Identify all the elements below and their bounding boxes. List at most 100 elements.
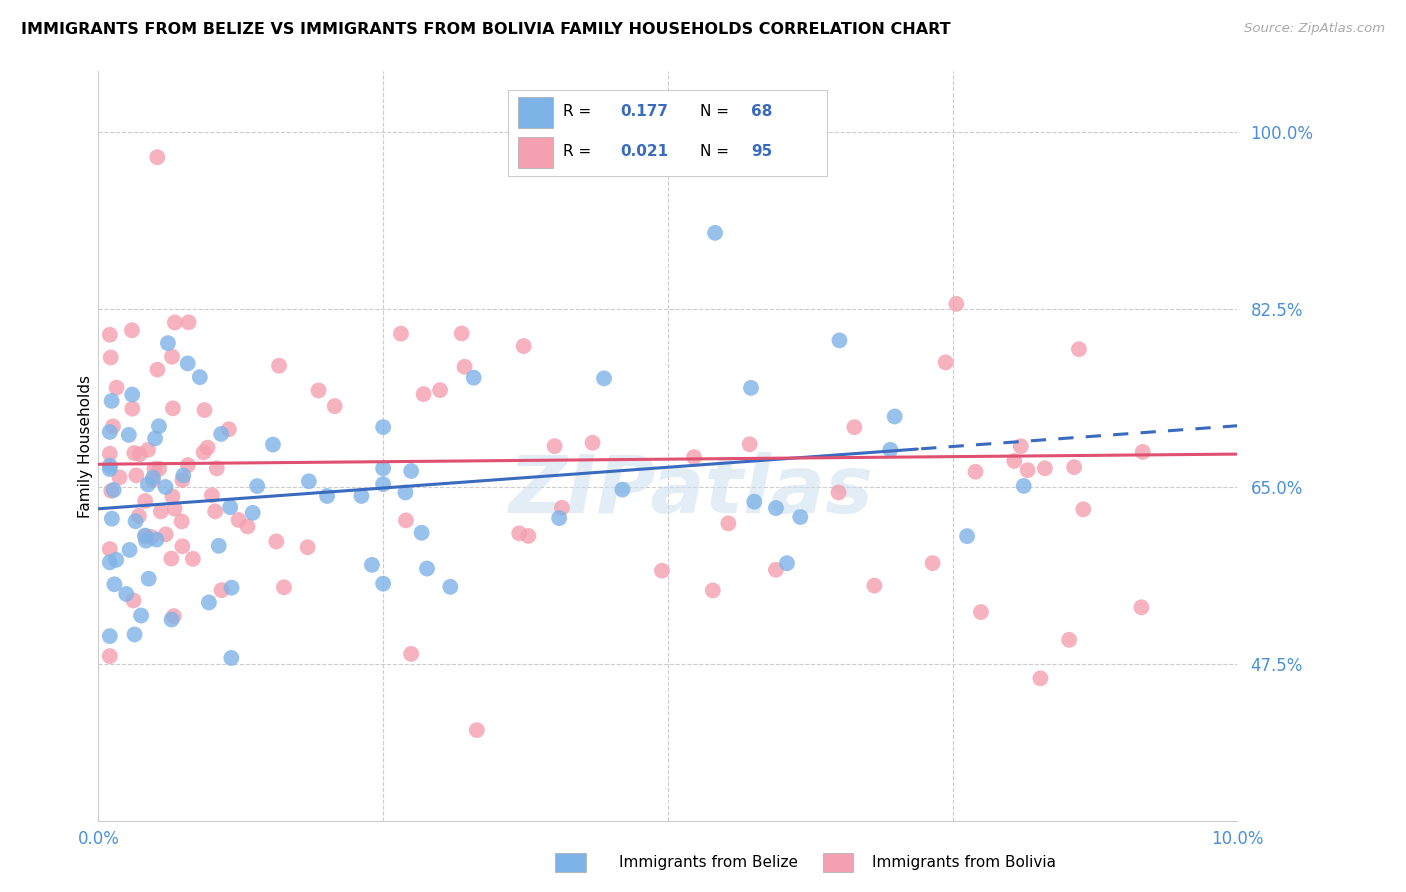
Point bbox=[389, 326, 412, 341]
Point bbox=[1017, 463, 1039, 477]
Point bbox=[1132, 445, 1154, 459]
Point bbox=[155, 527, 177, 541]
Point bbox=[149, 504, 172, 518]
Point bbox=[143, 432, 166, 446]
Point bbox=[1063, 460, 1085, 475]
Point bbox=[1130, 600, 1153, 615]
Point bbox=[517, 529, 540, 543]
Point bbox=[1057, 632, 1080, 647]
Point bbox=[394, 485, 416, 500]
Point bbox=[266, 534, 288, 549]
Point bbox=[373, 420, 395, 434]
Point bbox=[100, 483, 122, 498]
Point bbox=[105, 381, 128, 395]
Point bbox=[1033, 461, 1056, 475]
Point bbox=[717, 516, 740, 531]
Point bbox=[209, 426, 232, 441]
Point bbox=[439, 580, 461, 594]
Point bbox=[429, 383, 451, 397]
Point bbox=[298, 475, 321, 489]
Point bbox=[308, 384, 330, 398]
Point bbox=[201, 488, 224, 502]
Point bbox=[827, 485, 849, 500]
Text: ZIPatlas: ZIPatlas bbox=[508, 452, 873, 530]
Point bbox=[145, 533, 167, 547]
Point bbox=[267, 359, 290, 373]
Point bbox=[122, 593, 145, 607]
Point bbox=[105, 553, 128, 567]
Point bbox=[702, 583, 724, 598]
Point bbox=[399, 647, 422, 661]
Point bbox=[765, 563, 787, 577]
Point bbox=[163, 316, 186, 330]
Point bbox=[125, 468, 148, 483]
Point bbox=[181, 551, 204, 566]
Point bbox=[128, 508, 150, 523]
Point bbox=[463, 370, 485, 384]
Point bbox=[395, 513, 418, 527]
Point bbox=[921, 556, 943, 570]
Point bbox=[204, 504, 226, 518]
Point bbox=[551, 500, 574, 515]
Point bbox=[765, 501, 787, 516]
Point bbox=[844, 420, 866, 434]
Point bbox=[205, 461, 228, 475]
Point bbox=[543, 439, 565, 453]
Point bbox=[453, 359, 475, 374]
Point bbox=[879, 442, 901, 457]
Point bbox=[124, 627, 146, 641]
Text: Immigrants from Bolivia: Immigrants from Bolivia bbox=[872, 855, 1056, 870]
Point bbox=[193, 445, 215, 459]
Point bbox=[160, 613, 183, 627]
Point bbox=[465, 723, 488, 738]
Point bbox=[197, 441, 219, 455]
Point bbox=[246, 479, 269, 493]
Point bbox=[136, 442, 159, 457]
Point bbox=[883, 409, 905, 424]
Point bbox=[828, 334, 851, 348]
Point bbox=[740, 381, 762, 395]
Text: Immigrants from Belize: Immigrants from Belize bbox=[619, 855, 797, 870]
Point bbox=[156, 336, 179, 351]
Point bbox=[162, 490, 184, 504]
Point bbox=[129, 608, 152, 623]
Point bbox=[211, 583, 233, 598]
Point bbox=[98, 629, 121, 643]
Point bbox=[738, 437, 761, 451]
Point bbox=[98, 542, 121, 557]
Point bbox=[789, 510, 811, 524]
Point bbox=[98, 555, 121, 569]
Point bbox=[134, 529, 156, 543]
Point bbox=[297, 541, 319, 555]
Point bbox=[146, 150, 169, 164]
Point bbox=[108, 470, 131, 484]
Point bbox=[242, 506, 264, 520]
Point bbox=[316, 489, 339, 503]
Point bbox=[160, 551, 183, 566]
Point bbox=[124, 446, 146, 460]
Point bbox=[134, 494, 156, 508]
Point bbox=[218, 422, 240, 436]
Point bbox=[170, 515, 193, 529]
Point bbox=[208, 539, 231, 553]
Point bbox=[450, 326, 472, 341]
Point bbox=[103, 483, 125, 497]
Point bbox=[970, 605, 993, 619]
Point bbox=[155, 480, 177, 494]
Point bbox=[128, 447, 150, 461]
Point bbox=[138, 572, 160, 586]
Point bbox=[142, 471, 165, 485]
Point bbox=[146, 362, 169, 376]
Point bbox=[221, 651, 243, 665]
Point bbox=[177, 458, 200, 472]
Point bbox=[262, 437, 284, 451]
Point bbox=[1067, 342, 1090, 356]
Point bbox=[945, 297, 967, 311]
Point bbox=[373, 576, 395, 591]
Text: Source: ZipAtlas.com: Source: ZipAtlas.com bbox=[1244, 22, 1385, 36]
Point bbox=[1010, 439, 1032, 453]
Point bbox=[412, 387, 434, 401]
Point bbox=[177, 315, 200, 329]
Point bbox=[118, 428, 141, 442]
Point bbox=[935, 355, 957, 369]
